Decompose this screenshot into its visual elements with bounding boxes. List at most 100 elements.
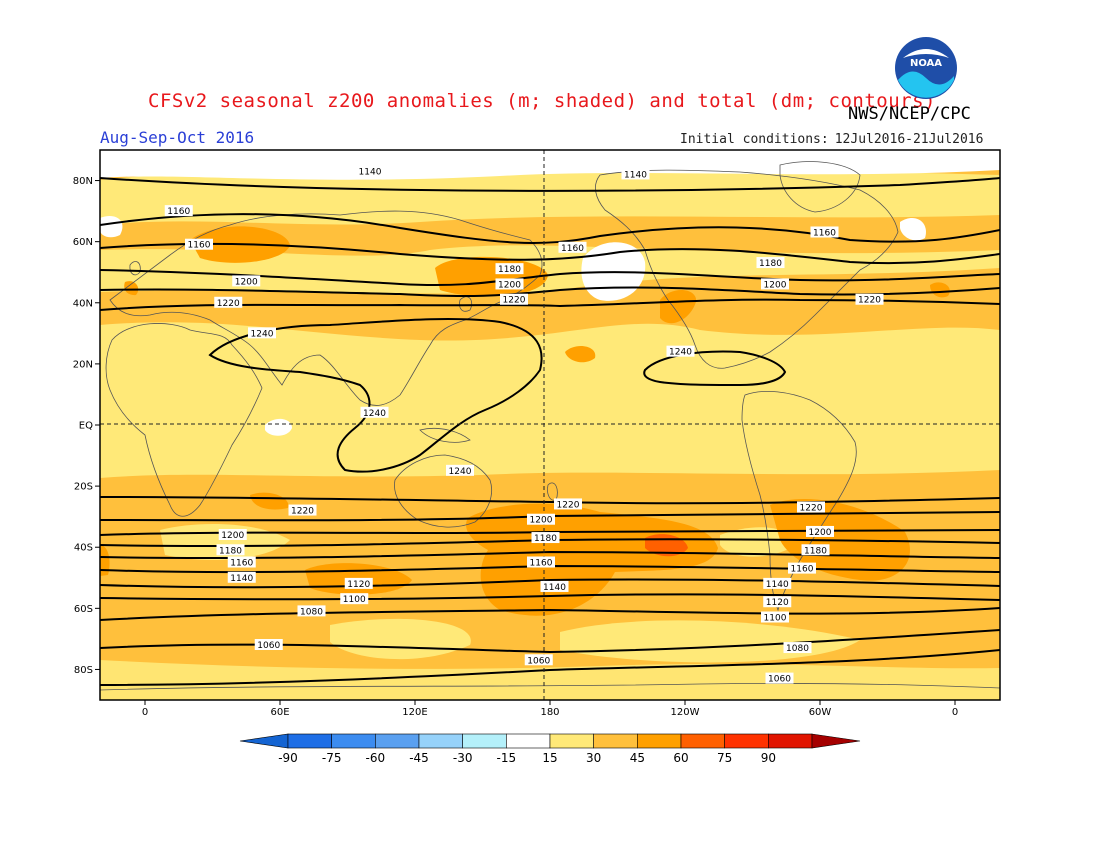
latitude-axis: 80N 60N 40N 20N EQ 20S 40S 60S 80S (73, 176, 100, 676)
contour-label: 1220 (291, 507, 314, 517)
contour-label: 1220 (557, 500, 580, 510)
colorbar-swatch (768, 733, 813, 749)
lon-tick-label: 180 (540, 707, 559, 718)
colorbar-tick-label: -30 (453, 751, 473, 765)
contour-label: 1240 (449, 467, 472, 477)
contour-label-box (666, 345, 695, 357)
colorbar-tick-label: 90 (761, 751, 776, 765)
contour-label-box (288, 504, 317, 516)
contour-label: 1100 (764, 614, 787, 624)
lat-tick-label: 60N (73, 237, 93, 248)
contour-label-box (765, 672, 794, 684)
contour-label: 1160 (167, 207, 190, 217)
lon-tick-label: 60W (809, 707, 832, 718)
contour-label-box (360, 406, 389, 418)
colorbar-tick-label: -75 (322, 751, 342, 765)
colorbar-tick-label: 45 (630, 751, 645, 765)
contour-label-box (527, 556, 555, 568)
lon-tick-label: 120W (671, 707, 700, 718)
colorbar-swatch (287, 733, 332, 749)
contour-label: 1140 (543, 583, 566, 593)
colorbar-legend: -90 -75 -60 -45 -30 -15 15 30 45 60 75 90 (239, 733, 861, 765)
contour-label-box (797, 501, 825, 513)
colorbar-tick-label: -90 (278, 751, 298, 765)
contour-label: 1080 (300, 607, 323, 617)
lat-tick-label: 40S (74, 543, 93, 554)
forecast-period: Aug-Sep-Oct 2016 (100, 128, 255, 147)
contour-label: 1220 (858, 296, 881, 306)
contour-label: 1140 (766, 580, 789, 590)
colorbar-swatch (637, 733, 682, 749)
contour-label-box (531, 532, 560, 544)
contour-label: 1180 (534, 534, 557, 544)
colorbar-tick-label: -15 (497, 751, 517, 765)
colorbar-swatch (680, 733, 725, 749)
contour-label-box (216, 544, 245, 556)
contour-label: 1240 (363, 409, 386, 419)
contour-label: 1160 (813, 229, 836, 239)
colorbar-high-arrow (811, 733, 861, 749)
contour-label-box (164, 205, 193, 217)
noaa-logo-text: NOAA (910, 58, 942, 69)
initial-conditions-value: 12Jul2016-21Jul2016 (834, 132, 984, 147)
contour-label-box (227, 571, 256, 583)
colorbar-low-arrow (239, 733, 289, 749)
contour-label-box (761, 611, 789, 623)
contour-label: 1240 (669, 348, 692, 358)
contour-label-box (806, 525, 834, 537)
contour-label-box (761, 278, 789, 290)
lat-tick-label: 20N (73, 359, 93, 370)
longitude-axis: 0 60E 120E 180 120W 60W 0 (142, 700, 958, 718)
contour-label: 1160 (561, 244, 584, 254)
lon-tick-label: 0 (142, 707, 148, 718)
contour-label: 1200 (530, 516, 553, 526)
contour-label-box (495, 278, 524, 290)
agency-label: NWS/NCEP/CPC (848, 104, 971, 124)
colorbar-tick-label: -45 (409, 751, 429, 765)
lat-tick-label: 20S (74, 482, 93, 493)
contour-label-box (527, 513, 555, 525)
contour-label: 1160 (791, 565, 814, 575)
colorbar-tick-label: 30 (586, 751, 601, 765)
contour-label: 1180 (804, 546, 827, 556)
contour-label: 1060 (768, 675, 791, 685)
colorbar-swatch (549, 733, 594, 749)
contour-label-box (500, 293, 528, 305)
contour-label-box (558, 241, 587, 253)
contour-label: 1220 (800, 504, 823, 514)
contour-label-box (185, 238, 213, 250)
contour-label-box (855, 293, 884, 305)
map-title: CFSv2 seasonal z200 anomalies (m; shaded… (148, 90, 936, 112)
lat-tick-label: 40N (73, 298, 93, 309)
colorbar-tick-label: 15 (542, 751, 557, 765)
contour-label: 1200 (809, 528, 832, 538)
contour-label-box (621, 168, 650, 180)
colorbar-swatch (375, 733, 420, 749)
initial-conditions: Initial conditions: 12Jul2016-21Jul2016 (680, 132, 983, 147)
contour-label: 1120 (347, 580, 370, 590)
colorbar-swatch (418, 733, 463, 749)
colorbar-swatch (724, 733, 769, 749)
contour-label: 1140 (230, 574, 253, 584)
contour-label-box (227, 556, 256, 568)
anomaly-15-30-shading (100, 166, 1000, 700)
anomaly-below-15-shading (100, 150, 1000, 436)
contour-label: 1200 (498, 280, 521, 290)
contour-label-box (756, 257, 785, 269)
contour-label: 1160 (530, 559, 553, 569)
contour-label: 1220 (217, 299, 240, 309)
contour-label-box (214, 296, 243, 308)
contour-label: 1160 (230, 559, 253, 569)
contour-label-box (810, 226, 839, 238)
contour-label-box (297, 605, 326, 617)
contour-label-box (340, 593, 369, 605)
contour-label: 1140 (359, 167, 382, 177)
contour-label: 1240 (251, 329, 274, 339)
contour-label-box (254, 639, 283, 650)
contour-label-box (783, 642, 812, 654)
contour-label: 1180 (759, 259, 782, 269)
contour-label: 1080 (786, 644, 809, 654)
contour-label-box (218, 529, 247, 540)
